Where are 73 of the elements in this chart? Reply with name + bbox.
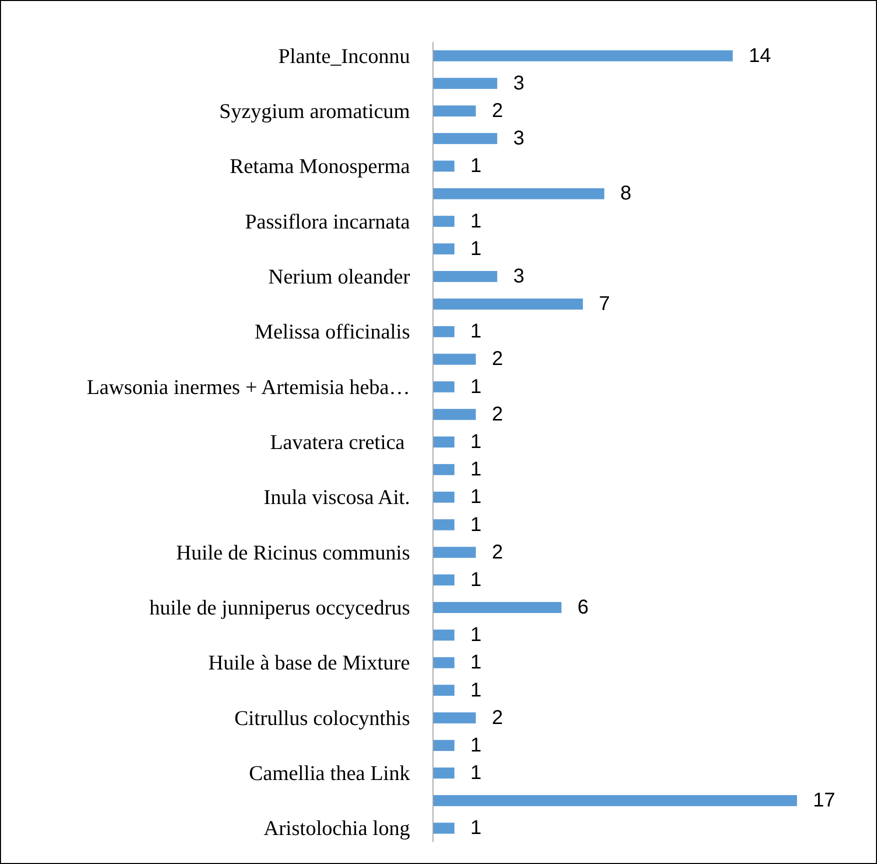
y-tick-label: Citrullus colocynthis [234,706,410,730]
data-label: 2 [492,706,503,729]
bar [433,188,604,200]
bar [433,657,454,668]
y-tick-label: Camellia thea Link [249,761,410,786]
bar [433,492,454,503]
data-label: 6 [577,596,589,619]
bar [433,105,476,116]
bar [433,768,454,779]
bar [433,50,733,62]
bar [433,354,476,365]
bar [433,740,454,751]
y-tick-label: Lavatera cretica [270,430,410,454]
data-label: 1 [470,431,482,453]
y-tick-label: Melissa officinalis [254,320,410,344]
y-tick-label: Lawsonia inermes + Artemisia heba… [86,374,410,399]
y-tick-label: Huile de Ricinus communis [176,540,410,564]
data-label: 7 [598,293,610,316]
bar [433,381,454,392]
data-label: 1 [470,458,482,481]
y-tick-label: Huile à base de Mixture [208,650,410,675]
bar [433,408,476,420]
data-label: 1 [470,210,482,232]
y-tick-label: huile de junniperus occycedrus [149,596,410,620]
y-tick-label: Retama Monosperma [230,154,411,178]
data-label: 14 [748,44,772,67]
data-label: 1 [470,817,482,840]
bar [433,160,454,172]
data-label: 3 [513,72,524,94]
data-label: 2 [492,541,503,564]
data-label: 1 [470,624,482,646]
y-tick-label: Aristolochia long [264,816,410,840]
bar [433,712,476,724]
data-label: 1 [470,155,482,178]
data-label: 1 [470,376,482,398]
y-tick-label: Nerium oleander [268,264,410,288]
bar [433,630,454,641]
y-tick-label: Syzygium aromaticum [219,98,410,123]
bar [433,519,454,530]
data-label: 1 [470,568,482,591]
data-label: 1 [470,320,482,343]
bar [433,78,498,89]
data-label: 1 [470,652,482,674]
data-label: 3 [513,128,524,150]
data-label: 1 [470,679,482,702]
data-label: 2 [492,100,503,122]
data-label: 1 [470,486,482,508]
data-label: 1 [470,762,482,784]
data-label: 1 [470,514,482,536]
y-tick-label: Inula viscosa Ait. [264,485,410,510]
y-tick-label: Passiflora incarnata [244,209,411,234]
data-label: 17 [813,790,836,812]
bar [433,298,583,310]
data-label: 8 [620,182,632,205]
bar [433,684,454,696]
bar [433,133,498,144]
bar [433,270,498,282]
bar [433,436,454,448]
bar [433,602,562,614]
y-tick-label: Plante_Inconnu [278,44,410,68]
bar [433,574,454,586]
bar [433,216,454,227]
bar [433,822,454,834]
bar [433,243,454,254]
bar [433,546,476,558]
data-label: 2 [492,348,503,370]
bar [433,464,454,476]
bar [433,795,797,806]
bar [433,326,454,338]
data-label: 1 [470,734,482,756]
data-label: 3 [513,265,524,288]
data-label: 2 [492,403,503,426]
data-label: 1 [470,238,482,260]
